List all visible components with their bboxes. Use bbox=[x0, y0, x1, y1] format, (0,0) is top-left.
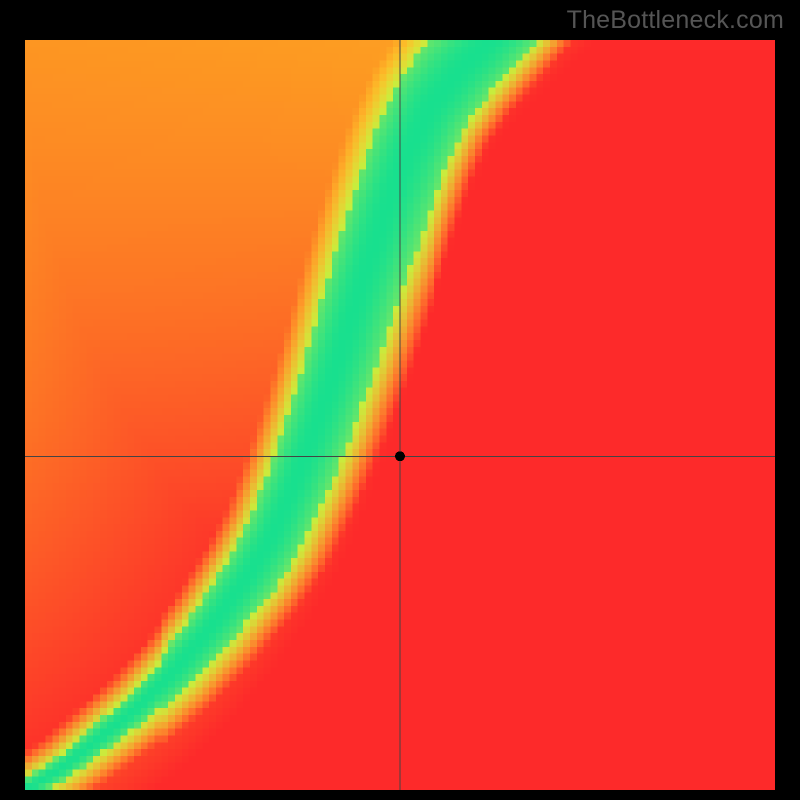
heatmap-chart bbox=[0, 0, 800, 800]
selection-marker bbox=[395, 451, 405, 461]
chart-stage: TheBottleneck.com bbox=[0, 0, 800, 800]
watermark-text: TheBottleneck.com bbox=[567, 6, 784, 35]
